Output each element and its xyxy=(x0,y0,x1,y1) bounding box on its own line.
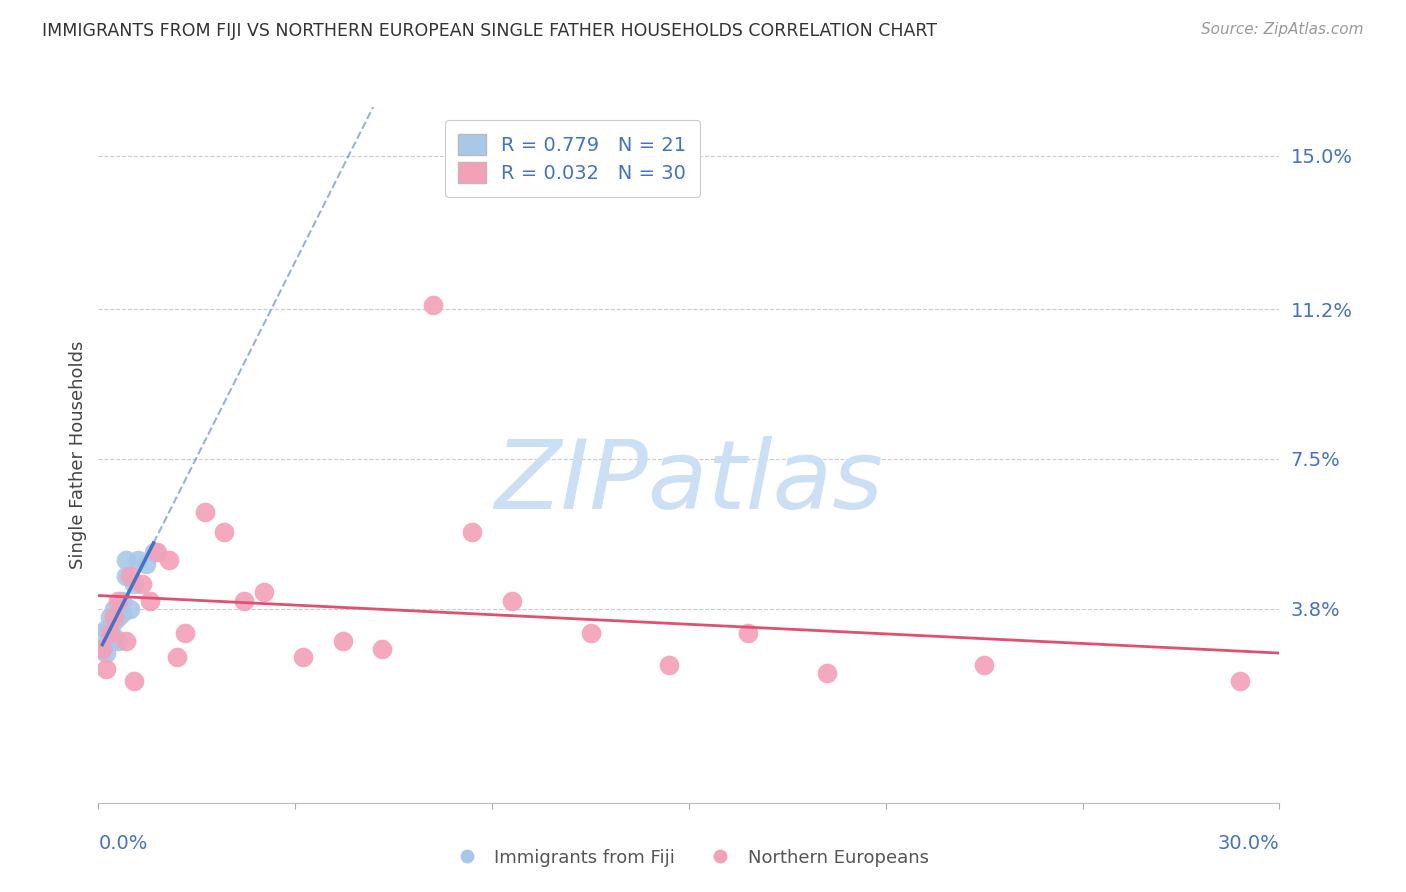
Point xyxy=(103,609,125,624)
Point xyxy=(111,606,134,620)
Point xyxy=(111,593,134,607)
Point xyxy=(96,622,118,636)
Point xyxy=(142,545,165,559)
Point xyxy=(96,662,118,676)
Point xyxy=(233,593,256,607)
Text: 30.0%: 30.0% xyxy=(1218,834,1279,853)
Point xyxy=(146,545,169,559)
Point xyxy=(107,593,129,607)
Point xyxy=(501,593,523,607)
Point xyxy=(107,634,129,648)
Point xyxy=(107,609,129,624)
Y-axis label: Single Father Households: Single Father Households xyxy=(69,341,87,569)
Point xyxy=(1229,674,1251,689)
Point xyxy=(115,553,138,567)
Point xyxy=(579,626,602,640)
Point xyxy=(103,630,125,644)
Point xyxy=(98,622,121,636)
Legend: Immigrants from Fiji, Northern Europeans: Immigrants from Fiji, Northern Europeans xyxy=(441,841,936,874)
Point xyxy=(103,614,125,628)
Point xyxy=(98,626,121,640)
Point xyxy=(214,524,236,539)
Point xyxy=(91,626,114,640)
Point xyxy=(91,642,114,657)
Point xyxy=(103,601,125,615)
Point xyxy=(131,577,153,591)
Point xyxy=(138,593,160,607)
Point xyxy=(118,601,141,615)
Point xyxy=(118,569,141,583)
Point xyxy=(973,658,995,673)
Text: 0.0%: 0.0% xyxy=(98,834,148,853)
Point xyxy=(115,634,138,648)
Point xyxy=(737,626,759,640)
Point xyxy=(122,577,145,591)
Text: Source: ZipAtlas.com: Source: ZipAtlas.com xyxy=(1201,22,1364,37)
Point xyxy=(658,658,681,673)
Point xyxy=(461,524,484,539)
Point xyxy=(157,553,180,567)
Point xyxy=(422,298,444,312)
Point xyxy=(174,626,197,640)
Point xyxy=(98,609,121,624)
Point xyxy=(166,650,188,665)
Point xyxy=(122,674,145,689)
Point xyxy=(96,646,118,660)
Point xyxy=(371,642,394,657)
Point xyxy=(98,634,121,648)
Point xyxy=(332,634,354,648)
Point xyxy=(194,504,217,518)
Point xyxy=(292,650,315,665)
Point xyxy=(815,666,838,681)
Point xyxy=(91,642,114,657)
Point xyxy=(115,569,138,583)
Point xyxy=(127,553,149,567)
Text: IMMIGRANTS FROM FIJI VS NORTHERN EUROPEAN SINGLE FATHER HOUSEHOLDS CORRELATION C: IMMIGRANTS FROM FIJI VS NORTHERN EUROPEA… xyxy=(42,22,938,40)
Point xyxy=(253,585,276,599)
Point xyxy=(135,557,157,571)
Text: ZIPatlas: ZIPatlas xyxy=(495,436,883,529)
